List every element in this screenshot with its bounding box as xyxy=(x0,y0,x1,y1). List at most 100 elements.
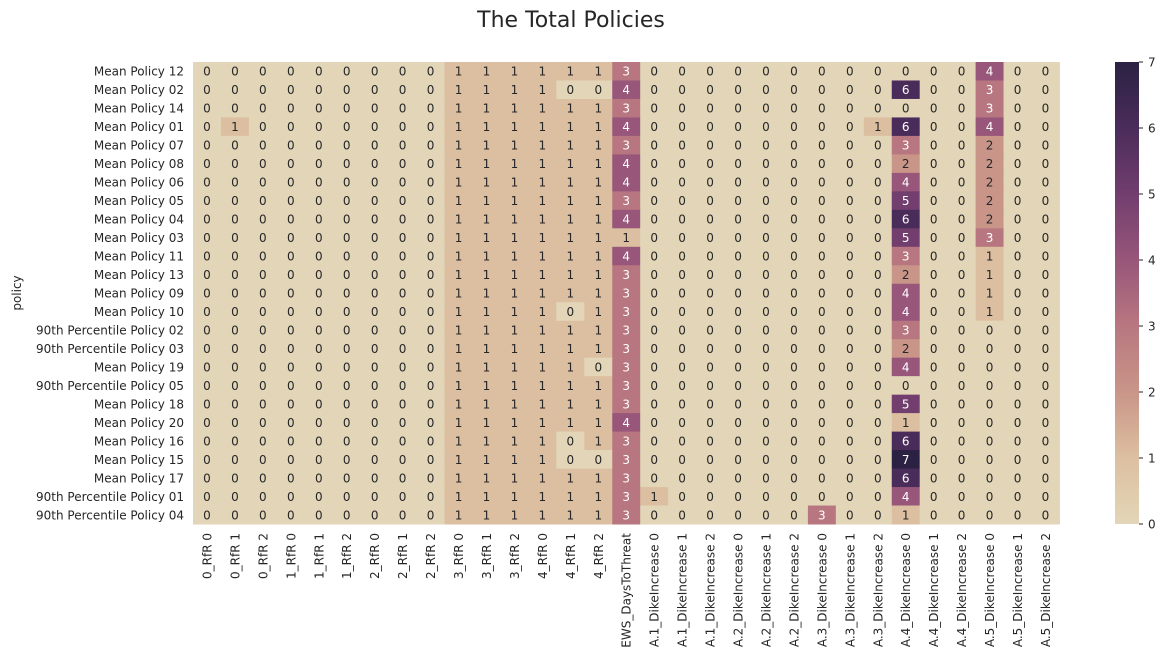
cell-value-label: 0 xyxy=(343,268,351,282)
heatmap-cell xyxy=(975,339,1005,359)
row-label: Mean Policy 11 xyxy=(94,250,184,264)
cell-value-label: 1 xyxy=(455,342,463,356)
row-label: Mean Policy 08 xyxy=(94,157,184,171)
row-label: Mean Policy 13 xyxy=(94,268,184,282)
heatmap-cell xyxy=(919,191,949,211)
cell-value-label: 1 xyxy=(511,360,519,374)
heatmap-cell xyxy=(444,468,473,488)
cell-value-label: 0 xyxy=(958,83,966,97)
cell-value-label: 4 xyxy=(986,120,994,134)
heatmap-cell xyxy=(752,246,781,266)
heatmap-cell xyxy=(1003,154,1032,174)
heatmap-cell xyxy=(947,487,977,507)
cell-value-label: 0 xyxy=(231,434,239,448)
cell-value-label: 0 xyxy=(706,323,714,337)
cell-value-label: 3 xyxy=(622,102,630,116)
cell-value-label: 0 xyxy=(259,397,267,411)
heatmap-cell xyxy=(220,413,250,433)
cell-value-label: 0 xyxy=(790,194,798,208)
heatmap-cell xyxy=(779,505,809,525)
cell-value-label: 0 xyxy=(343,434,351,448)
cell-value-label: 0 xyxy=(1042,323,1050,337)
heatmap-cell xyxy=(584,487,613,507)
cell-value-label: 0 xyxy=(650,231,658,245)
cell-value-label: 0 xyxy=(818,83,826,97)
heatmap-cell xyxy=(919,154,949,174)
heatmap-cell xyxy=(919,468,949,488)
heatmap-cell xyxy=(388,487,418,507)
row-label: Mean Policy 09 xyxy=(94,287,184,301)
heatmap-cell xyxy=(1031,339,1060,359)
cell-value-label: 0 xyxy=(343,508,351,522)
heatmap-cell xyxy=(220,357,250,377)
column-label: 2_RfR 0 xyxy=(368,533,382,579)
cell-value-label: 0 xyxy=(706,490,714,504)
heatmap-cell xyxy=(500,505,529,525)
chart-title: The Total Policies xyxy=(476,8,665,33)
heatmap-cell xyxy=(193,80,222,100)
cell-value-label: 0 xyxy=(287,176,295,190)
cell-value-label: 0 xyxy=(762,342,770,356)
cell-value-label: 0 xyxy=(315,323,323,337)
heatmap-cell xyxy=(1031,394,1060,414)
cell-value-label: 0 xyxy=(874,157,882,171)
cell-value-label: 1 xyxy=(455,176,463,190)
heatmap-cell xyxy=(472,283,501,303)
heatmap-cell xyxy=(388,172,418,192)
cell-value-label: 0 xyxy=(706,194,714,208)
cell-value-label: 1 xyxy=(539,102,547,116)
heatmap-cell xyxy=(276,431,306,451)
heatmap-cell xyxy=(332,413,362,433)
heatmap-cell xyxy=(919,283,949,303)
cell-value-label: 0 xyxy=(790,305,798,319)
column-label: A.4_DikeIncrease 0 xyxy=(899,533,913,647)
cell-value-label: 1 xyxy=(539,379,547,393)
heatmap-cell xyxy=(807,265,837,285)
cell-value-label: 4 xyxy=(902,360,910,374)
heatmap-cell xyxy=(360,431,390,451)
cell-value-label: 0 xyxy=(650,471,658,485)
cell-value-label: 3 xyxy=(622,323,630,337)
heatmap-cell xyxy=(891,450,921,470)
heatmap-cell xyxy=(612,228,641,248)
heatmap-cell xyxy=(584,394,613,414)
cell-value-label: 0 xyxy=(343,397,351,411)
cell-value-label: 3 xyxy=(902,323,910,337)
heatmap-cell xyxy=(640,302,669,322)
cell-value-label: 1 xyxy=(483,157,491,171)
heatmap-cell xyxy=(304,154,334,174)
row-label: Mean Policy 19 xyxy=(94,360,184,374)
cell-value-label: 0 xyxy=(231,65,239,79)
heatmap-cell xyxy=(807,505,837,525)
heatmap-cell xyxy=(584,357,613,377)
cell-value-label: 0 xyxy=(1014,176,1022,190)
cell-value-label: 0 xyxy=(1014,120,1022,134)
cell-value-label: 1 xyxy=(567,250,575,264)
heatmap-cell xyxy=(248,320,278,340)
heatmap-cell xyxy=(304,413,334,433)
heatmap-cell xyxy=(696,431,725,451)
heatmap-cell xyxy=(835,135,865,155)
cell-value-label: 0 xyxy=(986,379,994,393)
cell-value-label: 0 xyxy=(958,434,966,448)
cell-value-label: 1 xyxy=(455,213,463,227)
cell-value-label: 0 xyxy=(1014,434,1022,448)
cell-value-label: 0 xyxy=(790,287,798,301)
heatmap-cell xyxy=(416,505,446,525)
heatmap-cell xyxy=(220,431,250,451)
cell-value-label: 0 xyxy=(818,342,826,356)
heatmap-cell xyxy=(1003,191,1032,211)
cell-value-label: 0 xyxy=(762,120,770,134)
cell-value-label: 0 xyxy=(818,453,826,467)
cell-value-label: 0 xyxy=(1014,397,1022,411)
heatmap-cell xyxy=(416,487,446,507)
cell-value-label: 1 xyxy=(455,250,463,264)
heatmap-cell xyxy=(332,468,362,488)
heatmap-cell xyxy=(724,246,753,266)
cell-value-label: 0 xyxy=(706,83,714,97)
cell-value-label: 0 xyxy=(231,508,239,522)
heatmap-cell xyxy=(528,228,557,248)
heatmap-cell xyxy=(332,394,362,414)
cell-value-label: 0 xyxy=(203,508,211,522)
cell-value-label: 4 xyxy=(622,176,630,190)
